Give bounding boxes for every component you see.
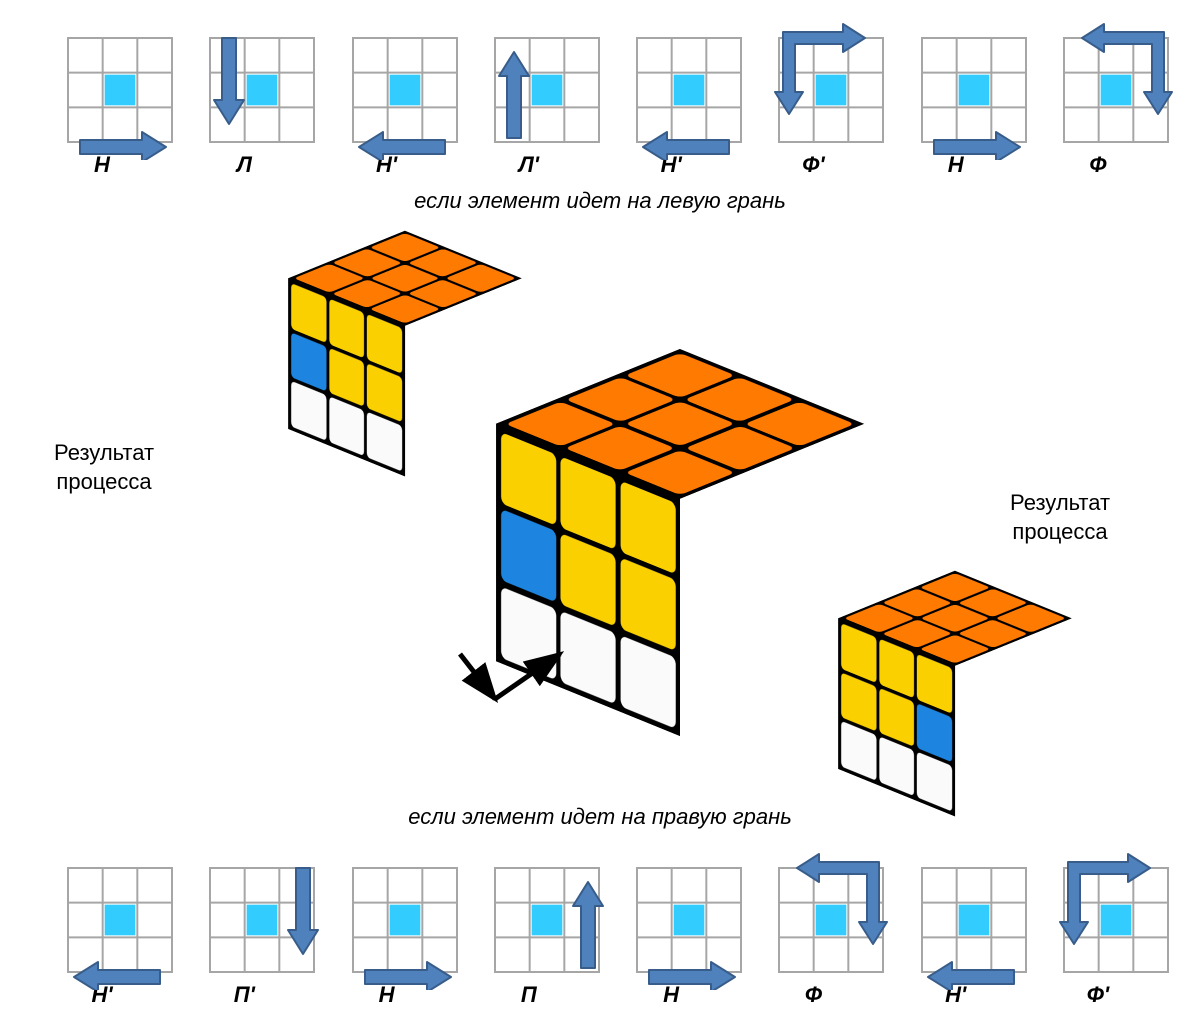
move-grid-icon <box>904 20 1008 124</box>
move-item: Н <box>619 850 723 1008</box>
move-grid-icon <box>1046 20 1150 124</box>
move-item: П <box>477 850 581 1008</box>
cube-sticker <box>367 412 402 471</box>
move-item: Ф' <box>1046 850 1150 1008</box>
cube-sticker <box>329 397 364 456</box>
cube-sticker <box>560 533 615 627</box>
move-grid-icon <box>904 850 1008 954</box>
top-move-row: НЛН'Л'Н'Ф'НФ <box>20 20 1180 178</box>
move-grid-icon <box>761 850 865 954</box>
cube-sticker <box>560 610 615 704</box>
result-label-left: Результатпроцесса <box>54 439 154 496</box>
cube-sticker <box>620 635 675 729</box>
move-grid-icon <box>50 20 154 124</box>
move-item: Л <box>192 20 296 178</box>
move-grid-icon <box>477 20 581 124</box>
move-grid-icon <box>619 20 723 124</box>
move-item: Ф <box>1046 20 1150 178</box>
move-item: Ф <box>761 850 865 1008</box>
move-grid-icon <box>1046 850 1150 954</box>
result-label-right: Результатпроцесса <box>1010 489 1110 546</box>
move-item: Н' <box>904 850 1008 1008</box>
move-grid-icon <box>192 850 296 954</box>
move-grid-icon <box>192 20 296 124</box>
move-grid-icon <box>619 850 723 954</box>
cube-small-right <box>790 574 1071 822</box>
move-item: Ф' <box>761 20 865 178</box>
top-caption: если элемент идет на левую грань <box>20 188 1180 214</box>
cube-sticker <box>841 721 876 780</box>
cube-sticker <box>501 586 556 680</box>
cube-sticker <box>879 737 914 796</box>
move-item: Л' <box>477 20 581 178</box>
move-grid-icon <box>335 850 439 954</box>
move-grid-icon <box>50 850 154 954</box>
move-grid-icon <box>761 20 865 124</box>
move-grid-icon <box>335 20 439 124</box>
bottom-move-row: Н'П'НПНФН'Ф' <box>20 850 1180 1008</box>
move-item: Н <box>335 850 439 1008</box>
cube-sticker <box>620 557 675 651</box>
move-item: Н' <box>50 850 154 1008</box>
move-item: П' <box>192 850 296 1008</box>
cube-sticker <box>291 381 326 440</box>
move-item: Н <box>904 20 1008 178</box>
move-item: Н <box>50 20 154 178</box>
move-grid-icon <box>477 850 581 954</box>
cube-sticker <box>917 752 952 811</box>
move-item: Н' <box>335 20 439 178</box>
move-item: Н' <box>619 20 723 178</box>
cubes-area: Результатпроцесса Результатпроцесса <box>20 234 1180 794</box>
cube-sticker <box>501 509 556 603</box>
